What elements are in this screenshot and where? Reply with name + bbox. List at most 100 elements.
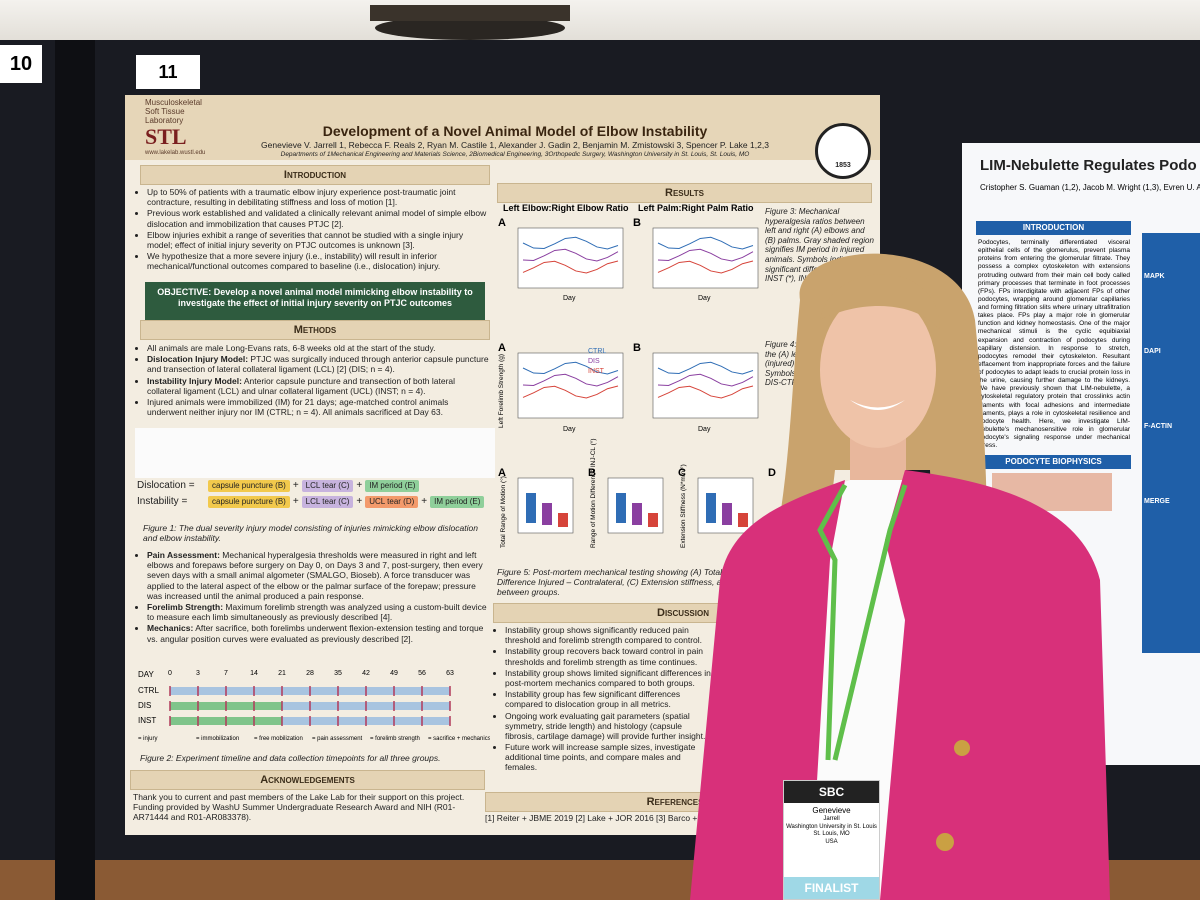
illustrative-line — [657, 248, 754, 262]
bullet-lead: Dislocation Injury Model: — [147, 354, 249, 365]
y-axis-label: Total Range of Motion (°) — [499, 476, 507, 548]
timeline-figure: DAY 0 3 7 14 21 28 35 42 49 56 63 CTRL DIS INST = injur… — [138, 670, 490, 742]
badge-ribbon: FINALIST — [784, 877, 879, 899]
bullets: Instability group shows significantly re… — [493, 625, 713, 773]
group-label: INST — [138, 716, 156, 725]
lab-abbr: STL — [145, 124, 187, 150]
panel-letter: B — [633, 342, 641, 354]
day-tick: 21 — [278, 670, 286, 677]
badge-line: Washington University in St. Louis — [786, 823, 877, 830]
x-axis-label: Day — [698, 295, 711, 302]
bullet: Instability group shows limited signific… — [505, 668, 713, 688]
illustrative-line — [522, 236, 619, 250]
legend-text: = forelimb strength — [370, 736, 420, 742]
group-label: CTRL — [138, 686, 159, 695]
ack-text: Thank you to current and past members of… — [133, 792, 465, 823]
image-label: MERGE — [1144, 498, 1170, 505]
bullet: Instability group recovers back toward c… — [505, 646, 713, 666]
plus: + — [356, 496, 363, 507]
illustrative-line — [657, 236, 754, 250]
badge-name: Jarrell — [823, 816, 840, 822]
plus: + — [292, 480, 299, 491]
day-tick: 63 — [446, 670, 454, 677]
bullet-text: Mechanical hyperalgesia thresholds were … — [147, 550, 483, 601]
lab-line: Musculoskeletal — [145, 98, 202, 107]
day-tick: 56 — [418, 670, 426, 677]
bullet-text: Future work will increase sample sizes, … — [505, 742, 696, 773]
equation-name: Dislocation = — [137, 480, 195, 491]
glare — [135, 428, 495, 478]
bullet: Ongoing work evaluating gait parameters … — [505, 711, 713, 742]
bullet: Instability group shows significantly re… — [505, 625, 713, 645]
image-label: DAPI — [1144, 348, 1161, 355]
section-heading: Introduction — [976, 221, 1131, 235]
bullet-list: All animals are male Long-Evans rats, 6-… — [135, 343, 490, 418]
bullet-list: Instability group shows significantly re… — [493, 625, 713, 774]
badge-line: St. Louis, MO — [813, 831, 850, 837]
panel-letter: C — [678, 467, 686, 479]
legend-text: = free mobilization — [254, 736, 303, 742]
legend-text: = pain assessment — [312, 736, 363, 742]
bullets: Up to 50% of patients with a traumatic e… — [135, 187, 490, 272]
y-axis-label: Left Forelimb Strength (g) — [498, 354, 505, 428]
equations: Dislocation = capsule puncture (B) + LCL te… — [137, 480, 497, 512]
bullet: Up to 50% of patients with a traumatic e… — [147, 187, 490, 207]
bullet-lead: Forelimb Strength: — [147, 601, 224, 612]
equation-term: capsule puncture (B) — [208, 496, 290, 508]
bullet: Pain Assessment: Mechanical hyperalgesia… — [147, 550, 490, 601]
day-tick: 28 — [306, 670, 314, 677]
illustrative-bar — [558, 513, 568, 527]
illustrative-bar — [542, 503, 552, 525]
heading: Acknowledgements — [130, 770, 485, 790]
day-tick: 42 — [362, 670, 370, 677]
x-axis-label: Day — [563, 426, 576, 433]
bullet-text: Up to 50% of patients with a traumatic e… — [147, 187, 456, 208]
heading: Methods — [140, 320, 490, 340]
illustrative-bar — [648, 513, 658, 527]
plot-area — [652, 352, 759, 419]
day-tick: 35 — [334, 670, 342, 677]
bullet-text: After sacrifice, both forelimbs underwen… — [147, 623, 484, 644]
poster-title: Development of a Novel Animal Model of E… — [322, 123, 708, 139]
plot-area — [517, 352, 624, 419]
bullet: Forelimb Strength: Maximum forelimb stre… — [147, 602, 490, 622]
poster-authors: Genevieve V. Jarrell 1, Rebecca F. Reals… — [261, 140, 769, 150]
panel-title: Left Elbow:Right Elbow Ratio — [503, 203, 629, 213]
equation: Instability = capsule puncture (B) + LCL te… — [137, 496, 497, 508]
poster-affiliations: Departments of 1Mechanical Engineering a… — [280, 151, 750, 158]
bullet-text: PTJC was surgically induced through ante… — [147, 354, 489, 375]
y-axis-label: Range of Motion Difference INJ-CL (°) — [589, 438, 597, 548]
badge-org: SBC — [784, 781, 879, 803]
illustrative-line — [657, 385, 754, 399]
bullet: Injured animals were immobilized (IM) fo… — [147, 397, 490, 417]
image-label: F-ACTIN — [1144, 423, 1172, 430]
bullet-text: Ongoing work evaluating gait parameters … — [505, 710, 706, 741]
legend-text: INST — [588, 368, 605, 375]
illustrative-line — [522, 260, 619, 274]
bullet-text: All animals are male Long-Evans rats, 6-… — [147, 343, 436, 353]
panel-letter: D — [768, 467, 776, 479]
plus: + — [356, 480, 363, 491]
equation-term: LCL tear (C) — [301, 480, 354, 492]
illustrative-line — [657, 373, 754, 387]
chandelier — [370, 5, 570, 40]
group-label: DIS — [138, 701, 151, 710]
day-tick: 3 — [196, 670, 200, 677]
illustrative-bar — [738, 513, 748, 527]
objective-box: OBJECTIVE: Develop a novel animal model … — [145, 282, 485, 322]
bullet: Mechanics: After sacrifice, both forelim… — [147, 623, 490, 643]
illustrative-bar — [616, 493, 626, 523]
panel-title: Left Palm:Right Palm Ratio — [638, 203, 754, 213]
bullet-text: Anterior capsule puncture and transectio… — [147, 375, 456, 396]
heading: Results — [497, 183, 872, 203]
right-intro: Podocytes, terminally differentiated vis… — [978, 239, 1130, 450]
illustrative-line — [522, 248, 619, 262]
x-axis-label: Day — [698, 426, 711, 433]
illustrative-bar — [722, 503, 732, 525]
bullet: Dislocation Injury Model: PTJC was surgi… — [147, 354, 490, 374]
right-title: LIM-Nebulette Regulates Podo — [980, 157, 1197, 174]
bullet: Previous work established and validated … — [147, 208, 490, 228]
equation-term: IM period (E) — [430, 496, 485, 508]
bullet-list: Up to 50% of patients with a traumatic e… — [135, 187, 490, 273]
